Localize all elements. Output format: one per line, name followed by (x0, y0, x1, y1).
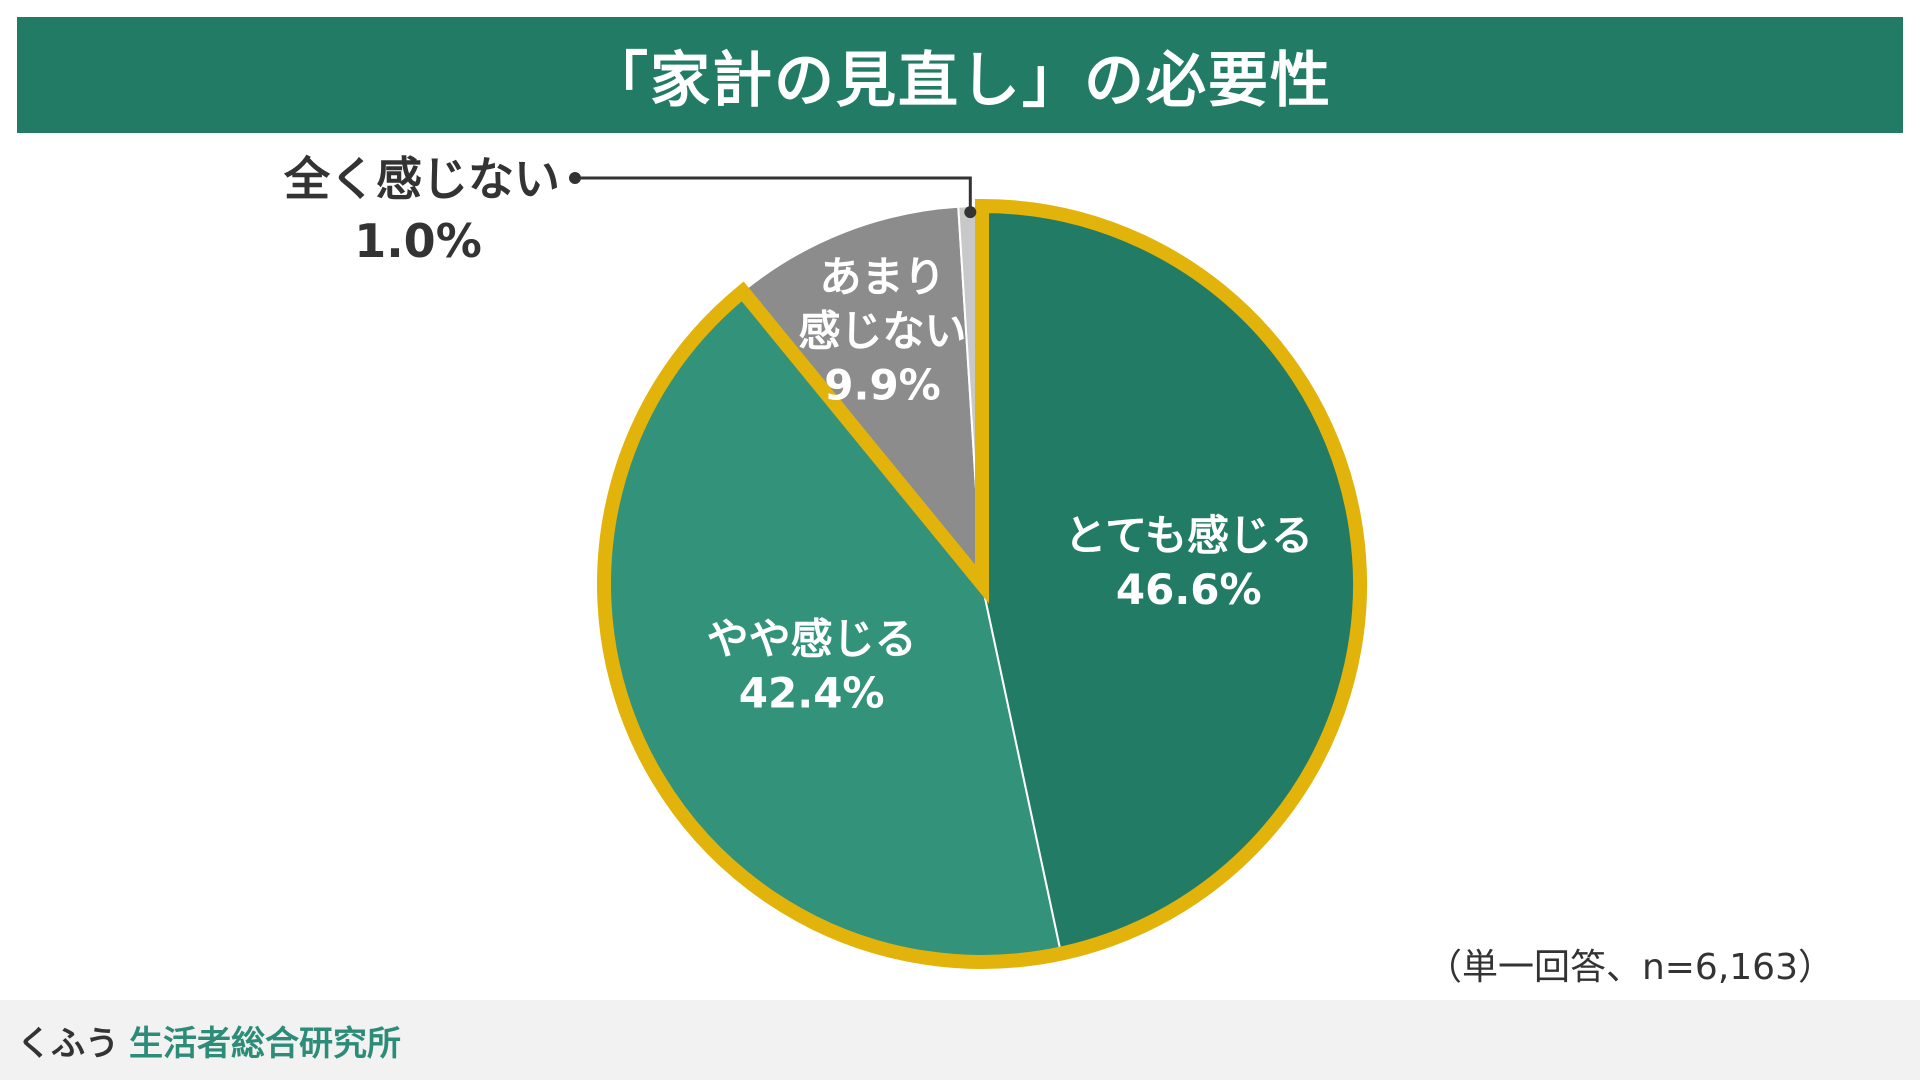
footer: くふう 生活者総合研究所 (0, 1000, 1920, 1080)
brand-institute-name: 生活者総合研究所 (129, 1023, 401, 1064)
slice-category-label: とても感じる (1064, 511, 1313, 560)
slice-category-label: やや感じる (707, 615, 917, 664)
pie-slice (741, 205, 984, 588)
slice-value-label: 46.6% (1116, 565, 1262, 614)
callout-line (575, 176, 972, 213)
chart-title: 「家計の見直し」の必要性 (588, 45, 1332, 116)
slice-value-label: 42.4% (739, 669, 885, 718)
highlight-outline (597, 198, 1367, 969)
callout-dot (569, 172, 581, 184)
slice-value-label: 1.0% (354, 214, 482, 268)
slice-category-label: あまり (820, 252, 946, 301)
brand-logo-text: くふう (17, 1023, 119, 1064)
slice-value-label: 9.9% (824, 360, 940, 409)
slice-category-label: 感じない (799, 306, 967, 355)
sample-note: （単一回答、n=6,163） (1425, 947, 1834, 988)
slice-category-label: 全く感じない (283, 152, 560, 206)
title-bar: 「家計の見直し」の必要性 (17, 17, 1903, 133)
